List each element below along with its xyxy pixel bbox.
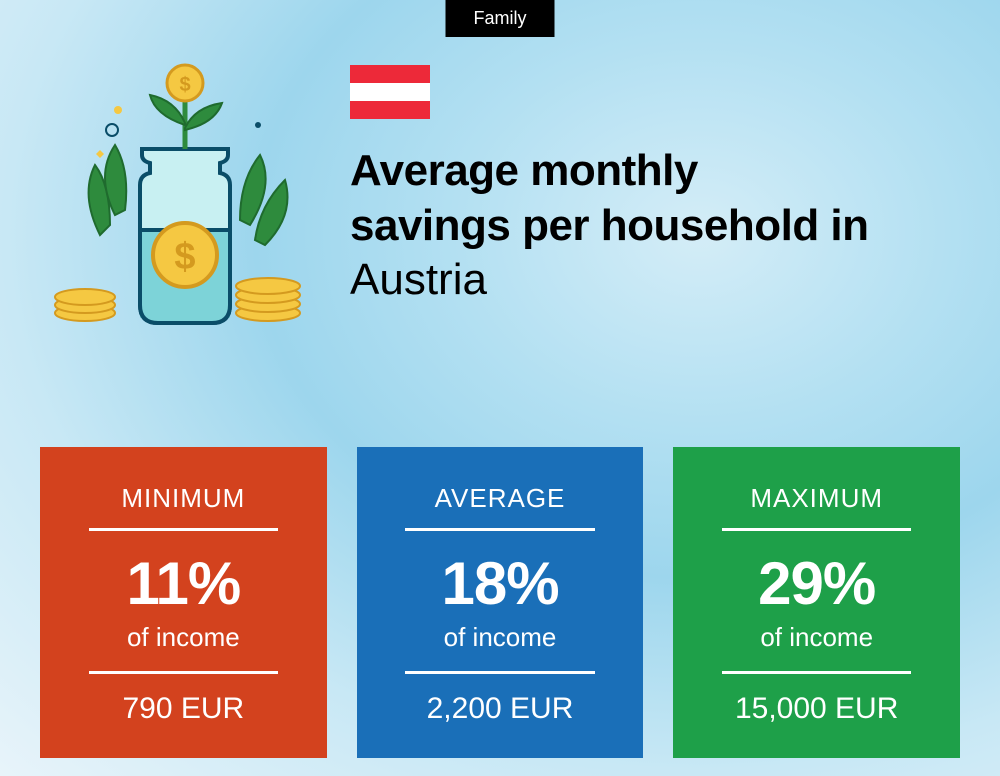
- card-amount: 790 EUR: [122, 692, 244, 726]
- svg-text:$: $: [179, 74, 190, 96]
- savings-jar-illustration: $ $: [40, 55, 320, 335]
- flag-stripe-middle: [350, 83, 430, 101]
- card-sub: of income: [760, 622, 873, 653]
- divider: [405, 671, 594, 674]
- divider: [89, 671, 278, 674]
- divider: [405, 528, 594, 531]
- card-percent: 29%: [758, 549, 875, 618]
- card-sub: of income: [444, 622, 557, 653]
- card-label: MINIMUM: [121, 483, 245, 514]
- card-sub: of income: [127, 622, 240, 653]
- title-line-1: Average monthly: [350, 143, 960, 198]
- card-label: MAXIMUM: [750, 483, 883, 514]
- divider: [722, 671, 911, 674]
- card-percent: 18%: [441, 549, 558, 618]
- header-row: $ $ Average monthly savings per househol…: [40, 55, 960, 335]
- flag-stripe-top: [350, 65, 430, 83]
- stat-card-average: AVERAGE 18% of income 2,200 EUR: [357, 447, 644, 758]
- stat-card-maximum: MAXIMUM 29% of income 15,000 EUR: [673, 447, 960, 758]
- jar-icon: $ $: [40, 55, 320, 335]
- stat-cards-row: MINIMUM 11% of income 790 EUR AVERAGE 18…: [40, 447, 960, 758]
- flag-stripe-bottom: [350, 101, 430, 119]
- austria-flag-icon: [350, 65, 430, 119]
- stat-card-minimum: MINIMUM 11% of income 790 EUR: [40, 447, 327, 758]
- card-amount: 2,200 EUR: [427, 692, 574, 726]
- title-block: Average monthly savings per household in…: [350, 55, 960, 305]
- category-badge: Family: [446, 0, 555, 37]
- divider: [89, 528, 278, 531]
- card-percent: 11%: [126, 549, 240, 618]
- divider: [722, 528, 911, 531]
- svg-text:$: $: [174, 236, 195, 278]
- card-label: AVERAGE: [435, 483, 566, 514]
- title-country: Austria: [350, 255, 960, 305]
- title-line-2: savings per household in: [350, 198, 960, 253]
- card-amount: 15,000 EUR: [735, 692, 898, 726]
